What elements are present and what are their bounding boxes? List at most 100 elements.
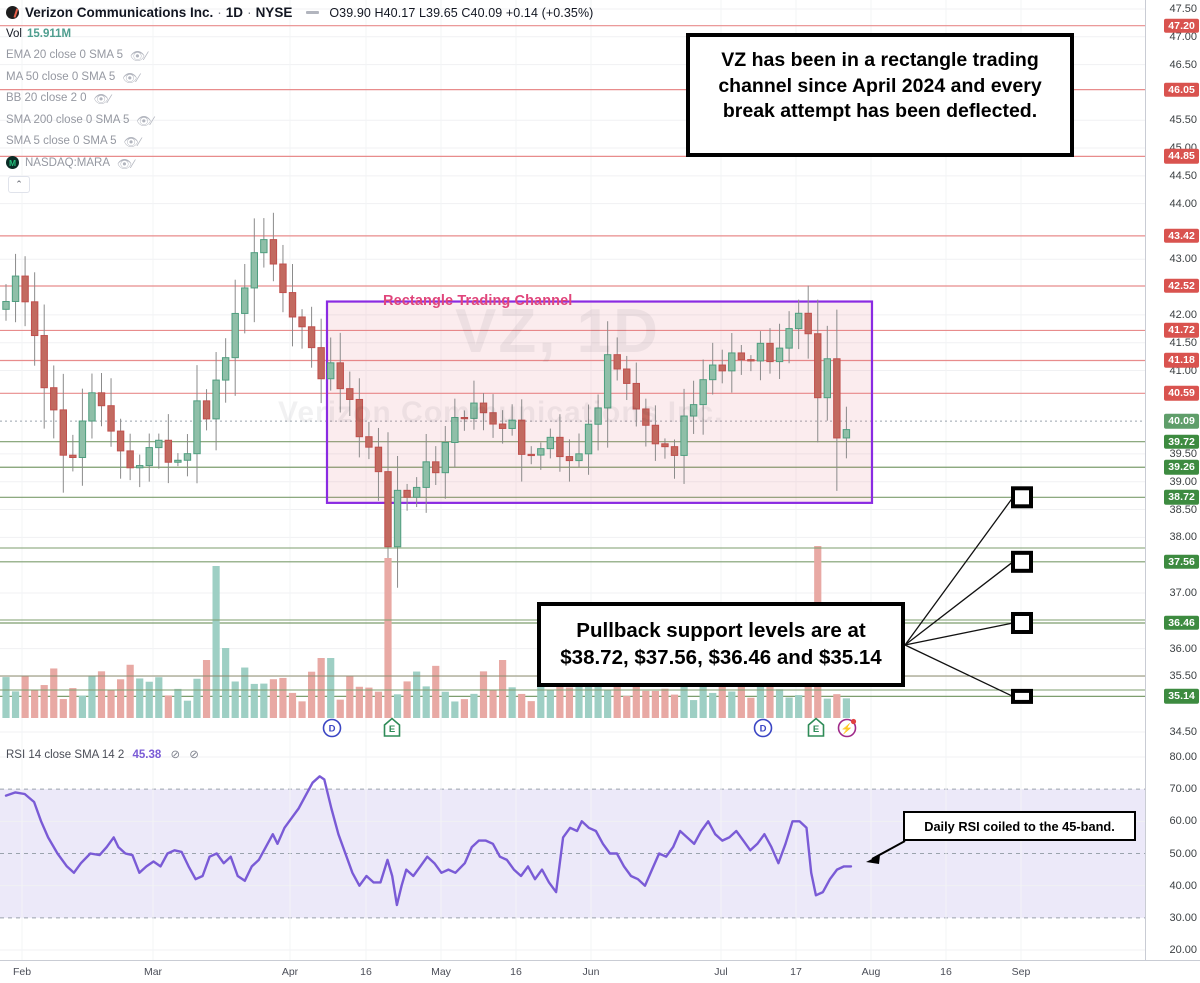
candlestick-series (2, 212, 851, 597)
time-axis-tick: 16 (360, 966, 372, 978)
candle-body (441, 442, 450, 474)
symbol-title[interactable]: Verizon Communications Inc. (25, 5, 214, 20)
rectangle-channel-label: Rectangle Trading Channel (383, 293, 573, 309)
price-level-badge-support[interactable]: 37.56 (1164, 554, 1199, 570)
time-axis[interactable]: Feb Mar Apr 16 May 16 Jun Jul 17 Aug 16 Sep (0, 960, 1200, 983)
price-level-badge-support[interactable]: 39.26 (1164, 460, 1199, 475)
support-leader-line (904, 644, 1014, 697)
rsi-pane[interactable] (0, 745, 1145, 960)
time-axis-tick: Aug (861, 966, 881, 978)
price-level-badge-resistance[interactable]: 46.05 (1164, 82, 1199, 97)
candle-body (202, 400, 211, 420)
price-level-badge-resistance[interactable]: 41.72 (1164, 323, 1199, 338)
volume-bar (59, 699, 67, 718)
legend-study-ma50[interactable]: MA 50 close 0 SMA 5 👁⁄ (6, 66, 593, 88)
legend-compare-mara[interactable]: M NASDAQ:MARA 👁⁄ (6, 152, 593, 174)
legend-separator-2: · (247, 5, 252, 20)
volume-bar (269, 679, 277, 718)
candle-body (212, 379, 220, 420)
volume-bar (737, 670, 745, 718)
study-label: SMA 200 close 0 SMA 5 (6, 113, 130, 126)
volume-bar (288, 692, 297, 718)
exchange-label[interactable]: NYSE (255, 5, 293, 20)
price-level-badge-resistance[interactable]: 44.85 (1164, 149, 1199, 164)
price-level-badge-support[interactable]: 38.72 (1164, 490, 1199, 505)
rsi-hide-icon[interactable]: ⊘ (189, 749, 199, 761)
candle-body (460, 417, 469, 420)
volume-bar (21, 675, 29, 718)
candle-body (794, 312, 803, 330)
legend-study-ema20[interactable]: EMA 20 close 0 SMA 5 👁⁄ (6, 45, 593, 67)
price-axis-tick: 34.50 (1169, 726, 1197, 738)
price-level-badge-resistance[interactable]: 42.52 (1164, 278, 1199, 294)
support-level-markers (904, 486, 1033, 704)
price-level-badge-support[interactable]: 35.14 (1164, 689, 1199, 704)
time-axis-tick: May (431, 966, 451, 978)
legend-volume-row[interactable]: Vol 15.911M (6, 23, 593, 45)
candle-body (221, 357, 230, 381)
volume-bar (842, 698, 850, 718)
volume-bar (136, 678, 144, 718)
collapse-legend-button[interactable]: ⌃ (8, 176, 30, 193)
volume-bar (670, 694, 679, 718)
candle-body (833, 358, 841, 439)
volume-bar (833, 694, 841, 718)
volume-bar (88, 675, 96, 718)
chart-legend: Verizon Communications Inc. · 1D · NYSE … (6, 2, 593, 174)
rsi-settings-icon[interactable]: ⊘ (170, 749, 181, 761)
price-axis-tick: 35.50 (1169, 670, 1197, 683)
eye-off-icon[interactable]: 👁⁄ (123, 135, 141, 150)
price-axis[interactable]: 47.50 47.00 46.50 45.50 45.00 44.50 44.00 43.00… (1145, 0, 1200, 960)
price-axis-tick: 37.00 (1169, 586, 1197, 599)
price-chart-pane[interactable]: D E D E ⚡ (0, 0, 1145, 745)
price-axis-tick: 39.00 (1169, 475, 1197, 488)
volume-bar (795, 695, 803, 718)
eye-off-icon[interactable]: 👁⁄ (117, 156, 135, 171)
dividend-marker-icon (322, 718, 342, 738)
news-marker-dot (850, 718, 857, 725)
candle-body (470, 402, 478, 419)
rsi-legend[interactable]: RSI 14 close SMA 14 2 45.38 ⊘ ⊘ (6, 747, 199, 761)
candle-body (231, 312, 239, 359)
candle-body (298, 316, 306, 328)
volume-bar (565, 687, 574, 718)
volume-bar (183, 700, 192, 718)
price-level-badge-last-price[interactable]: 40.09 (1164, 413, 1199, 429)
candle-body (785, 328, 793, 349)
volume-bar (11, 691, 20, 718)
candle-body (451, 417, 459, 444)
legend-study-bb20[interactable]: BB 20 close 2 0 👁⁄ (6, 88, 593, 110)
eye-off-icon[interactable]: 👁⁄ (122, 70, 140, 85)
legend-study-sma200[interactable]: SMA 200 close 0 SMA 5 👁⁄ (6, 109, 593, 131)
volume-bar (432, 665, 440, 718)
candle-body (355, 398, 364, 438)
dividend-marker-label: D (760, 724, 767, 735)
eye-off-icon[interactable]: 👁⁄ (129, 49, 148, 64)
candle-body (642, 408, 650, 426)
price-level-badge-support[interactable]: 39.72 (1164, 434, 1199, 449)
legend-title-row[interactable]: Verizon Communications Inc. · 1D · NYSE … (6, 2, 593, 23)
volume-bar (785, 697, 793, 718)
rsi-axis-tick: 70.00 (1169, 783, 1197, 796)
candle-body (126, 450, 134, 469)
eye-off-icon[interactable]: 👁⁄ (136, 113, 154, 128)
interval-label[interactable]: 1D (225, 5, 244, 20)
chevron-up-icon: ⌃ (15, 179, 23, 189)
price-level-badge-resistance[interactable]: 43.42 (1164, 228, 1199, 244)
price-level-badge-resistance[interactable]: 40.59 (1164, 386, 1199, 401)
candle-body (241, 287, 249, 314)
price-level-badge-resistance[interactable]: 41.18 (1164, 353, 1199, 368)
volume-bar (823, 698, 831, 718)
eye-off-icon[interactable]: 👁⁄ (93, 92, 111, 107)
candle-body (250, 252, 259, 289)
volume-bar (31, 690, 39, 718)
annotation-support-note: Pullback support levels are at $38.72, $… (537, 602, 905, 687)
price-level-badge-resistance[interactable]: 47.20 (1164, 18, 1199, 33)
candle-body (403, 489, 411, 498)
candle-body (737, 352, 746, 361)
legend-study-sma5[interactable]: SMA 5 close 0 SMA 5 👁⁄ (6, 131, 593, 153)
price-level-badge-support[interactable]: 36.46 (1164, 615, 1199, 631)
candle-body (116, 430, 125, 452)
candle-body (365, 436, 373, 448)
volume-bar (441, 691, 449, 718)
